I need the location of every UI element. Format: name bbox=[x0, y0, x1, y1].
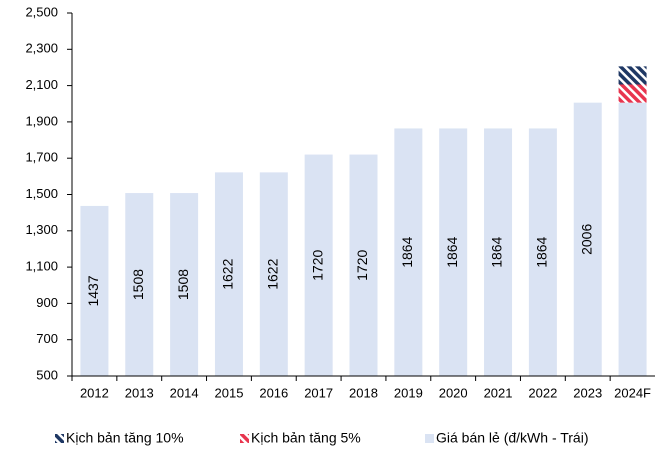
value-label: 1720 bbox=[309, 250, 325, 281]
value-label: 1864 bbox=[399, 236, 415, 267]
legend-label: Giá bán lẻ (đ/kWh - Trái) bbox=[436, 430, 589, 446]
x-tick-label: 2023 bbox=[573, 385, 602, 400]
x-tick-label: 2022 bbox=[528, 385, 557, 400]
value-label: 1508 bbox=[130, 269, 146, 300]
x-tick-label: 2015 bbox=[215, 385, 244, 400]
bar bbox=[618, 66, 647, 85]
x-tick-label: 2013 bbox=[125, 385, 154, 400]
bar bbox=[573, 102, 602, 376]
y-tick-label: 900 bbox=[36, 295, 58, 310]
bar bbox=[349, 154, 378, 376]
bar bbox=[528, 128, 557, 376]
x-tick-label: 2024F bbox=[614, 385, 651, 400]
value-label: 1622 bbox=[265, 258, 281, 289]
value-label: 1622 bbox=[220, 258, 236, 289]
bar bbox=[618, 102, 647, 376]
x-tick-label: 2014 bbox=[170, 385, 199, 400]
x-tick-label: 2017 bbox=[304, 385, 333, 400]
legend-label: Kịch bản tăng 5% bbox=[251, 430, 361, 446]
value-label: 1720 bbox=[354, 250, 370, 281]
y-tick-label: 1,700 bbox=[25, 150, 58, 165]
bar bbox=[214, 172, 243, 376]
bar bbox=[618, 84, 647, 103]
legend-label: Kịch bản tăng 10% bbox=[66, 430, 184, 446]
legend-swatch bbox=[55, 434, 64, 443]
value-label: 1437 bbox=[85, 275, 101, 306]
x-tick-label: 2012 bbox=[80, 385, 109, 400]
x-tick-label: 2019 bbox=[394, 385, 423, 400]
y-tick-label: 2,500 bbox=[25, 4, 58, 19]
bar bbox=[80, 205, 109, 376]
y-tick-label: 1,500 bbox=[25, 186, 58, 201]
bar bbox=[125, 193, 154, 376]
legend-swatch bbox=[240, 434, 249, 443]
bar bbox=[304, 154, 333, 376]
x-tick-label: 2016 bbox=[259, 385, 288, 400]
value-label: 1864 bbox=[444, 236, 460, 267]
y-tick-label: 700 bbox=[36, 331, 58, 346]
legend-swatch bbox=[425, 434, 434, 443]
y-tick-label: 1,100 bbox=[25, 259, 58, 274]
bar bbox=[484, 128, 513, 376]
value-label: 2006 bbox=[578, 224, 594, 255]
value-label: 1508 bbox=[175, 269, 191, 300]
y-tick-label: 500 bbox=[36, 367, 58, 382]
bar bbox=[394, 128, 423, 376]
bar bbox=[259, 172, 288, 376]
bar bbox=[439, 128, 468, 376]
y-tick-label: 2,300 bbox=[25, 41, 58, 56]
value-label: 1864 bbox=[489, 236, 505, 267]
y-tick-label: 2,100 bbox=[25, 77, 58, 92]
value-label: 1864 bbox=[534, 236, 550, 267]
x-tick-label: 2021 bbox=[484, 385, 513, 400]
y-tick-label: 1,300 bbox=[25, 222, 58, 237]
x-tick-label: 2018 bbox=[349, 385, 378, 400]
y-tick-label: 1,900 bbox=[25, 113, 58, 128]
x-tick-label: 2020 bbox=[439, 385, 468, 400]
bar bbox=[170, 193, 199, 376]
